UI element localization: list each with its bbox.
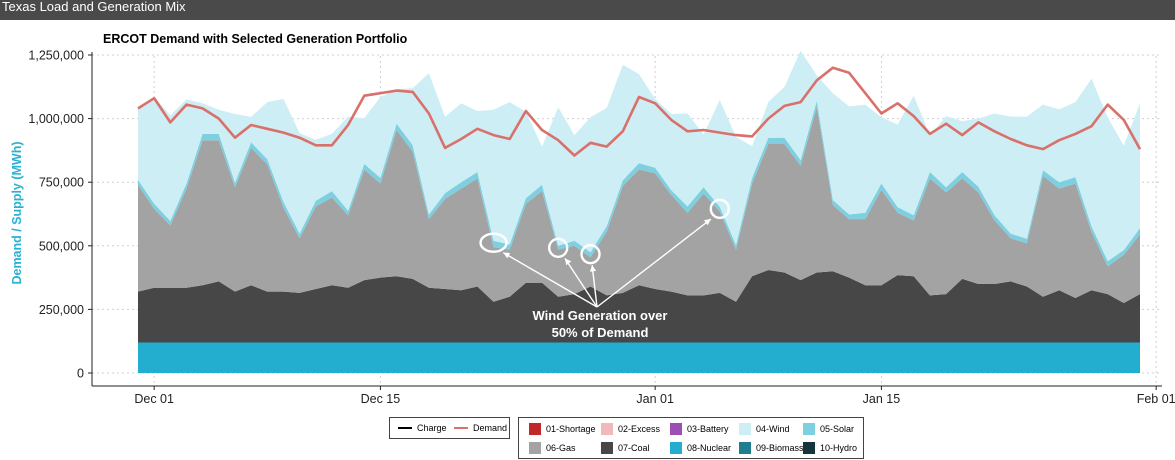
- legend-label-gas: 06-Gas: [546, 443, 576, 453]
- area-04-wind: [138, 50, 1140, 262]
- x-tick-label-3: Jan 15: [863, 392, 901, 406]
- window-title: Texas Load and Generation Mix: [2, 0, 186, 14]
- legend-label-excess: 02-Excess: [618, 424, 661, 434]
- annotation-circle-3: [709, 198, 731, 220]
- y-tick-label-4: 1,000,000: [28, 112, 84, 126]
- legend-swatch-coal: [601, 442, 613, 454]
- legend-label-solar: 05-Solar: [820, 424, 855, 434]
- axes: 0 250,000 500,000 750,000 1,000,000 1,250,000…: [28, 49, 1175, 407]
- legend-swatch-charge: [398, 427, 412, 429]
- annotation-arrow-1: [564, 257, 598, 308]
- legend-label-charge: Charge: [417, 423, 447, 433]
- y-tick-label-3: 750,000: [39, 176, 84, 190]
- area-chart: ERCOT Demand with Selected Generation Po…: [10, 32, 1175, 407]
- legend-item-wind: 04-Wind: [739, 423, 790, 435]
- legend-label-biomass: 09-Biomass: [756, 443, 804, 453]
- area-08-nuclear: [138, 342, 1140, 373]
- legend-label-coal: 07-Coal: [618, 443, 650, 453]
- legend-swatch-hydro: [803, 442, 815, 454]
- annotation-arrow-0: [502, 252, 598, 308]
- x-tick-label-1: Dec 15: [361, 392, 401, 406]
- legend-swatch-battery: [670, 423, 682, 435]
- annotation-arrow-3: [596, 218, 712, 308]
- y-tick-label-0: 0: [77, 367, 84, 381]
- legend-item-excess: 02-Excess: [601, 423, 660, 435]
- x-tick-label-0: Dec 01: [134, 392, 174, 406]
- area-07-coal: [138, 270, 1140, 343]
- legend-label-wind: 04-Wind: [756, 424, 790, 434]
- annotation-arrowhead-3: [703, 219, 711, 226]
- legend-swatch-solar: [803, 423, 815, 435]
- legend-item-hydro: 10-Hydro: [803, 442, 857, 454]
- legend-item-nuclear: 08-Nuclear: [670, 442, 731, 454]
- legend-item-battery: 03-Battery: [670, 423, 729, 435]
- y-axis-label: Demand / Supply (MWh): [10, 141, 24, 284]
- legend-label-demand: Demand: [473, 423, 508, 433]
- series-lines: [137, 66, 1142, 157]
- legend-swatch-gas: [529, 442, 541, 454]
- annotation-circle-2: [580, 243, 601, 265]
- line-demand: [137, 66, 1142, 157]
- chart-title: ERCOT Demand with Selected Generation Po…: [103, 32, 408, 46]
- area-05-solar: [138, 100, 1140, 267]
- annotation-circle-1: [547, 237, 569, 259]
- legend-item-charge: Charge: [398, 422, 447, 434]
- legend-swatch-shortage: [529, 423, 541, 435]
- legend-swatch-excess: [601, 423, 613, 435]
- area-06-gas: [138, 107, 1140, 303]
- annotation-text-line-1: 50% of Demand: [552, 325, 649, 340]
- window-title-bar: Texas Load and Generation Mix: [0, 0, 1175, 20]
- annotation-circle-0: [479, 232, 508, 253]
- annotation-arrowhead-0: [503, 252, 511, 259]
- stacked-areas: [138, 50, 1140, 373]
- annotation-arrowhead-2: [589, 265, 597, 272]
- legend-areas: 01-Shortage 02-Excess 03-Battery 04-Wind…: [518, 417, 864, 459]
- y-tick-label-2: 500,000: [39, 239, 84, 253]
- legend-item-shortage: 01-Shortage: [529, 423, 596, 435]
- legend-item-demand: Demand: [454, 422, 507, 434]
- legend-item-solar: 05-Solar: [803, 423, 854, 435]
- legend-swatch-wind: [739, 423, 751, 435]
- annotation-arrow-2: [591, 265, 598, 308]
- x-tick-label-4: Feb 01: [1137, 392, 1175, 406]
- legend-swatch-nuclear: [670, 442, 682, 454]
- legend-swatch-demand: [454, 427, 468, 429]
- annotation-arrowhead-1: [564, 258, 572, 266]
- legend-label-hydro: 10-Hydro: [820, 443, 858, 453]
- legend-label-battery: 03-Battery: [687, 424, 729, 434]
- legend-label-shortage: 01-Shortage: [546, 424, 596, 434]
- legend-swatch-biomass: [739, 442, 751, 454]
- annotation-text-line-0: Wind Generation over: [533, 308, 668, 323]
- legend-item-coal: 07-Coal: [601, 442, 650, 454]
- wind-annotation: Wind Generation over 50% of Demand: [479, 198, 731, 340]
- legend-lines: Charge Demand: [389, 417, 510, 439]
- y-tick-label-1: 250,000: [39, 303, 84, 317]
- legend-label-nuclear: 08-Nuclear: [687, 443, 732, 453]
- legend-item-biomass: 09-Biomass: [739, 442, 804, 454]
- y-tick-label-5: 1,250,000: [28, 49, 84, 63]
- legend-item-gas: 06-Gas: [529, 442, 576, 454]
- x-tick-label-2: Jan 01: [636, 392, 674, 406]
